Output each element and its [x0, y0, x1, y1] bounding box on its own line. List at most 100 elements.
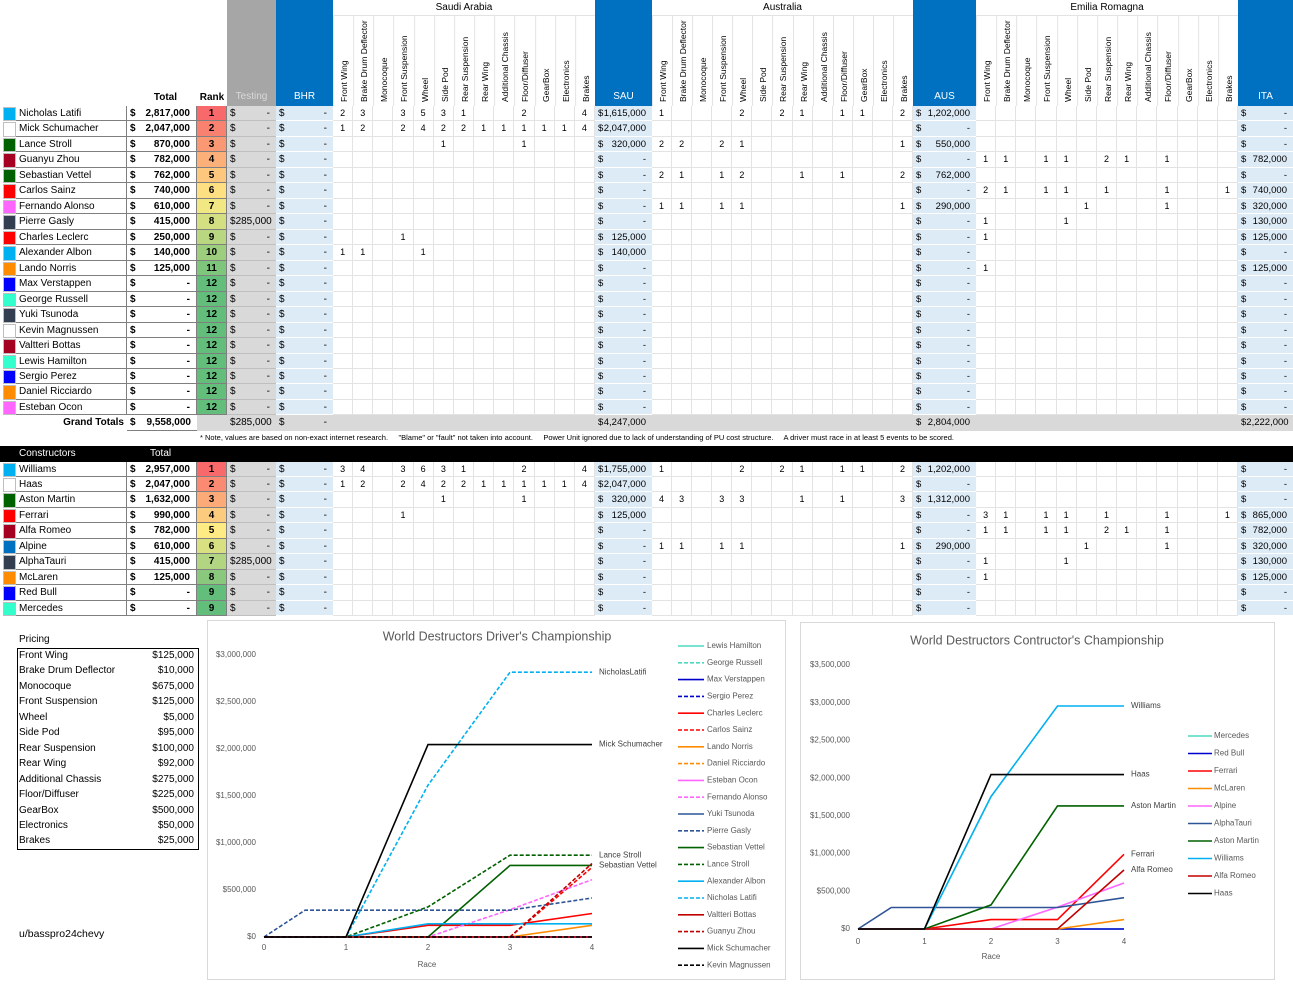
race-cost-cell: $762,000: [913, 167, 976, 184]
currency-sign: $: [130, 571, 136, 583]
part-cell: [772, 276, 793, 292]
race-cost-cell: $ -: [1238, 322, 1293, 339]
race-cost-cell: $ -: [913, 152, 976, 168]
currency-sign: $: [1241, 478, 1247, 490]
part-header: Brakes: [892, 16, 913, 106]
part-cell: [433, 569, 454, 586]
part-cell: [1036, 384, 1057, 400]
amount: 1,755,000: [603, 463, 646, 475]
amount: -: [266, 185, 270, 197]
amount: -: [323, 463, 327, 475]
part-cell: [752, 291, 773, 308]
part-cell: [872, 307, 893, 323]
amount: -: [1283, 478, 1287, 490]
part-cell: [353, 338, 374, 354]
total-cell: $740,000: [127, 183, 197, 199]
part-cell: [1117, 229, 1138, 246]
testing-cell: $ -: [227, 461, 276, 477]
part-cell: [812, 353, 833, 369]
testing-cell: $ -: [227, 569, 276, 586]
part-cell: [1117, 368, 1138, 385]
part-cell: [1076, 214, 1097, 230]
part-cell: [333, 353, 354, 369]
race-cost-cell: $550,000: [913, 136, 976, 153]
currency-sign: $: [916, 355, 922, 367]
currency-sign: $: [916, 185, 922, 197]
part-cell: [852, 167, 873, 184]
part-header: Brake Drum Deflector: [672, 16, 693, 106]
amount: 762,000: [153, 169, 190, 181]
part-cell: [996, 384, 1017, 400]
part-cell: 1: [996, 152, 1017, 168]
part-cell: [752, 461, 773, 477]
amount: -: [966, 340, 970, 352]
part-cell: [772, 368, 793, 385]
total-header: Total: [153, 92, 177, 103]
part-cell: [413, 291, 434, 308]
part-cell: [1016, 538, 1037, 555]
part-cell: [1197, 368, 1218, 385]
total-cell: $782,000: [127, 523, 197, 539]
race-cost-cell: $ -: [1238, 136, 1293, 153]
race-cost-cell: $1,755,000: [595, 461, 652, 477]
part-cell: [672, 507, 693, 524]
pricing-part: Rear Suspension: [19, 742, 96, 754]
currency-sign: $: [279, 401, 285, 413]
part-cell: [832, 136, 853, 153]
currency-sign: $: [916, 293, 922, 305]
part-cell: [812, 476, 833, 493]
part-cell: [1076, 322, 1097, 339]
part-cell: 1: [1157, 538, 1178, 555]
part-cell: 4: [413, 476, 434, 493]
part-cell: [692, 198, 713, 215]
part-cell: 1: [353, 245, 374, 261]
part-cell: 1: [976, 260, 997, 277]
note: * Note, values are based on non-exact in…: [200, 432, 954, 442]
part-cell: 4: [574, 106, 595, 122]
part-cell: [554, 492, 575, 508]
part-cell: [1076, 121, 1097, 137]
part-cell: [976, 307, 997, 323]
part-cell: [1137, 492, 1158, 508]
part-cell: [772, 183, 793, 199]
part-cell: [353, 167, 374, 184]
amount: -: [642, 587, 646, 599]
part-cell: 1: [1056, 554, 1077, 570]
part-cell: [812, 167, 833, 184]
part-cell: [554, 260, 575, 277]
part-cell: [494, 152, 515, 168]
part-cell: [996, 476, 1017, 493]
pricing-price: $125,000: [152, 650, 194, 661]
part-cell: [832, 600, 853, 616]
currency-sign: $: [279, 138, 285, 150]
pricing-part: Front Wing: [19, 650, 68, 661]
part-cell: [1157, 291, 1178, 308]
name-cell: Guanyu Zhou: [16, 152, 127, 168]
part-cell: [1137, 585, 1158, 601]
part-cell: [1036, 307, 1057, 323]
amount: 285,000: [235, 417, 272, 429]
part-cell: [1056, 260, 1077, 277]
currency-sign: $: [279, 185, 285, 197]
part-cell: [514, 260, 535, 277]
part-cell: [1036, 136, 1057, 153]
part-cell: [892, 229, 913, 246]
part-cell: [712, 260, 733, 277]
part-cell: [1117, 260, 1138, 277]
testing-cell: $285,000: [227, 214, 276, 230]
testing-cell: $ -: [227, 322, 276, 339]
part-cell: [976, 276, 997, 292]
part-cell: 1: [1056, 507, 1077, 524]
race-title: Australia: [652, 0, 913, 16]
color-swatch: [3, 570, 16, 586]
part-cell: [474, 600, 495, 616]
part-cell: [353, 229, 374, 246]
part-cell: [1076, 183, 1097, 199]
amount: -: [323, 370, 327, 382]
part-cell: [652, 276, 673, 292]
part-cell: [976, 476, 997, 493]
part-header: Front Wing: [976, 16, 997, 106]
part-cell: [1076, 106, 1097, 122]
color-swatch: [3, 477, 16, 493]
bhr-cell: $ -: [276, 322, 333, 339]
